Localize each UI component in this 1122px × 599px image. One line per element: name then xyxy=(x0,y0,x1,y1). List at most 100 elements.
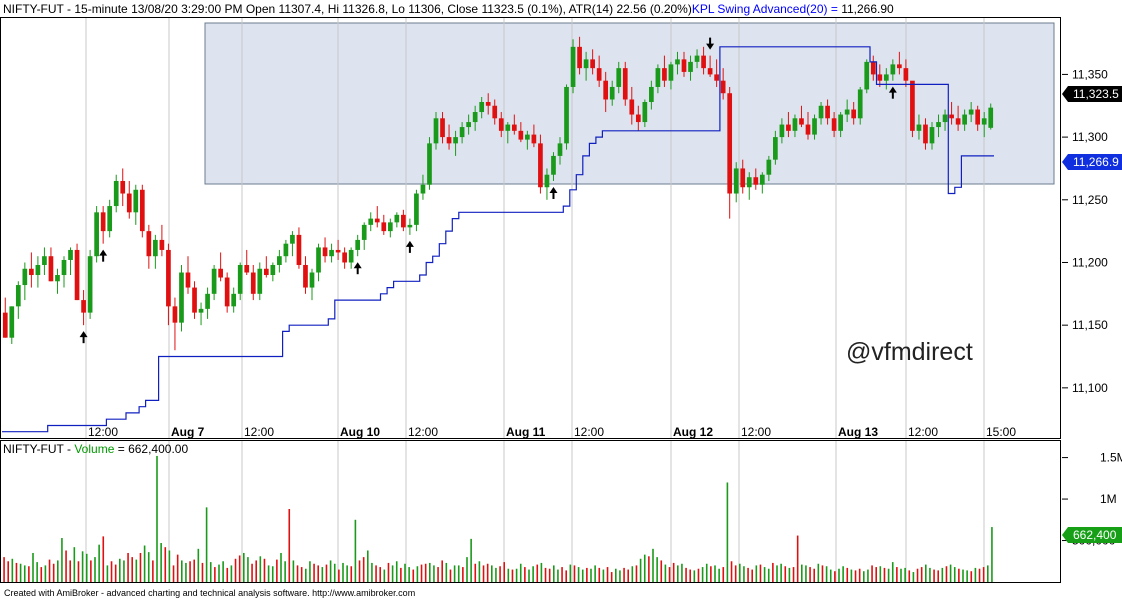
candle-body xyxy=(48,256,54,282)
candle-body xyxy=(577,46,582,69)
candle-body xyxy=(446,137,452,144)
candle-body xyxy=(472,112,478,123)
candle-body xyxy=(211,268,217,294)
candle-body xyxy=(218,268,223,278)
candle-body xyxy=(786,124,791,131)
candle-body xyxy=(420,184,426,194)
volume-pane-frame[interactable] xyxy=(0,440,1061,583)
candle-body xyxy=(250,272,256,294)
candle-body xyxy=(348,249,354,263)
candle-body xyxy=(433,118,439,144)
candle-body xyxy=(113,180,119,207)
candle-body xyxy=(185,272,191,288)
candle-body xyxy=(9,306,15,338)
candle-body xyxy=(87,256,93,313)
candle-body xyxy=(55,275,60,282)
candle-body xyxy=(792,118,798,131)
candle-body xyxy=(890,64,896,75)
candle-body xyxy=(198,308,204,313)
candle-body xyxy=(61,259,67,276)
candle-body xyxy=(779,124,785,138)
candle-body xyxy=(923,124,928,144)
candle-body xyxy=(714,74,719,81)
candle-body xyxy=(910,80,915,131)
x-tick-label: Aug 7 xyxy=(171,425,205,439)
vol-tick-label: 1.5M xyxy=(1100,451,1122,465)
candle-body xyxy=(642,102,648,123)
candle-body xyxy=(844,109,850,115)
candle-body xyxy=(864,61,870,90)
candle-body xyxy=(733,168,739,194)
candle-body xyxy=(564,86,569,144)
price-y-axis: 11,100 11,150 11,200 11,250 11,300 11,350 xyxy=(1062,67,1108,395)
x-tick-label: Aug 12 xyxy=(673,425,713,439)
candle-body xyxy=(290,234,295,244)
candle-body xyxy=(172,306,178,323)
candle-body xyxy=(368,218,374,225)
candle-body xyxy=(655,68,661,87)
svg-text:11,323.5: 11,323.5 xyxy=(1073,87,1119,101)
x-tick-label: 12:00 xyxy=(908,425,938,439)
volume-bars xyxy=(3,455,993,582)
candle-body xyxy=(2,312,8,338)
candle-body xyxy=(883,74,889,81)
candle-body xyxy=(701,55,706,69)
candle-body xyxy=(479,102,485,113)
candle-body xyxy=(649,86,654,102)
candle-body xyxy=(381,222,387,232)
candle-body xyxy=(518,130,524,140)
candle-body xyxy=(407,224,413,228)
candle-body xyxy=(492,105,498,119)
candle-body xyxy=(133,189,139,213)
candle-body xyxy=(949,114,954,119)
candle-body xyxy=(244,264,250,273)
candle-body xyxy=(342,252,347,263)
candle-body xyxy=(316,247,321,273)
y-tick-label: 11,350 xyxy=(1072,67,1108,81)
x-tick-label: Aug 11 xyxy=(506,425,546,439)
candle-body xyxy=(746,177,752,188)
candle-body xyxy=(812,118,817,135)
volume-title: NIFTY-FUT - Volume = 662,400.00 xyxy=(3,442,188,456)
price-pane-frame[interactable] xyxy=(0,17,1061,439)
candle-body xyxy=(309,272,315,288)
x-tick-label: 12:00 xyxy=(574,425,604,439)
candle-body xyxy=(81,300,86,313)
candle-body xyxy=(596,68,602,81)
y-tick-label: 11,200 xyxy=(1072,255,1108,269)
candle-body xyxy=(355,239,361,250)
candle-body xyxy=(609,86,615,100)
candle-body xyxy=(263,268,269,276)
candle-body xyxy=(15,285,21,307)
candle-body xyxy=(505,124,511,131)
candle-body xyxy=(153,239,158,257)
candle-body xyxy=(975,109,981,125)
candle-body xyxy=(818,105,824,119)
candle-body xyxy=(427,143,432,185)
candle-body xyxy=(485,102,491,106)
x-tick-label: 12:00 xyxy=(244,425,274,439)
x-tick-label: Aug 13 xyxy=(838,425,878,439)
candle-body xyxy=(799,118,804,125)
watermark: @vfmdirect xyxy=(846,338,973,366)
sell-arrow-icon xyxy=(706,43,715,50)
candle-body xyxy=(662,68,667,81)
candle-body xyxy=(955,118,961,125)
candle-body xyxy=(257,268,263,294)
candle-body xyxy=(681,59,687,72)
candle-body xyxy=(139,189,145,232)
x-tick-label: 12:00 xyxy=(88,425,118,439)
kpl-swing-line xyxy=(2,46,994,433)
svg-text:662,400: 662,400 xyxy=(1073,528,1117,542)
candle-body xyxy=(629,99,635,115)
candle-body xyxy=(498,118,504,131)
candle-body xyxy=(94,212,99,257)
candle-body xyxy=(916,124,922,131)
price-title: NIFTY-FUT - 15-minute 13/08/20 3:29:00 P… xyxy=(3,2,894,16)
candle-body xyxy=(694,55,700,62)
candle-body xyxy=(870,61,876,75)
candle-body xyxy=(929,127,935,144)
candle-body xyxy=(616,68,622,87)
candle-body xyxy=(511,124,517,131)
candle-body xyxy=(851,109,857,119)
